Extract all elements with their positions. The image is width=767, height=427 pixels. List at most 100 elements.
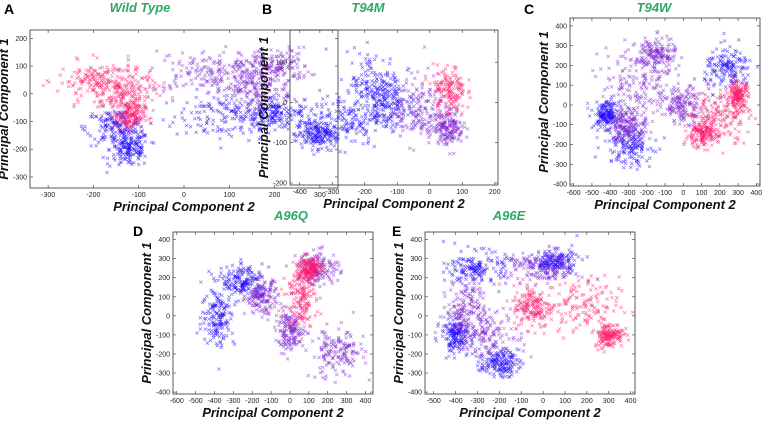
data-point: [733, 48, 738, 53]
data-point: [361, 141, 365, 146]
data-point: [459, 129, 464, 134]
data-point: [609, 85, 614, 89]
data-point: [441, 94, 446, 99]
data-point: [339, 77, 344, 82]
data-point: [674, 110, 679, 115]
data-point: [354, 100, 359, 105]
data-point: [115, 124, 120, 129]
data-point: [442, 86, 447, 91]
data-point: [96, 85, 101, 89]
x-tick-label: -300: [325, 189, 339, 196]
data-point: [660, 112, 665, 117]
data-point: [132, 87, 137, 92]
data-point: [145, 94, 150, 99]
data-point: [446, 91, 451, 95]
data-point: [593, 112, 598, 117]
data-point: [125, 90, 130, 95]
data-point: [254, 302, 259, 307]
data-point: [643, 44, 648, 49]
data-point: [431, 107, 435, 112]
data-point: [424, 122, 429, 127]
data-point: [194, 110, 199, 115]
data-point: [124, 84, 128, 89]
data-point: [207, 331, 212, 336]
data-point: [120, 140, 125, 144]
data-point: [260, 84, 265, 89]
data-point: [251, 117, 255, 122]
data-point: [111, 140, 115, 145]
data-point: [105, 70, 110, 74]
data-point: [454, 73, 458, 78]
data-point: [664, 47, 668, 52]
data-point: [703, 92, 707, 97]
data-point: [218, 326, 223, 330]
data-point: [345, 350, 349, 354]
data-point: [123, 68, 128, 73]
data-point: [666, 37, 671, 42]
data-point: [616, 92, 621, 97]
data-point: [103, 87, 107, 92]
data-point: [209, 76, 213, 81]
data-point: [238, 116, 243, 120]
data-point: [257, 309, 262, 314]
data-point: [642, 73, 647, 78]
data-point: [204, 79, 209, 84]
data-point: [708, 126, 712, 131]
data-point: [642, 110, 646, 115]
data-point: [99, 74, 104, 79]
data-point: [394, 122, 398, 126]
x-axis-title: Principal Component 2: [323, 196, 465, 211]
data-point: [200, 59, 204, 63]
data-point: [258, 127, 263, 132]
data-point: [364, 128, 369, 133]
data-point: [631, 74, 636, 79]
data-point: [114, 114, 119, 119]
data-point: [220, 66, 225, 71]
data-point: [251, 76, 256, 80]
data-point: [617, 113, 621, 118]
data-point: [672, 119, 676, 123]
data-point: [625, 141, 630, 145]
data-point: [231, 277, 236, 282]
data-point: [420, 81, 425, 85]
data-point: [221, 50, 226, 55]
data-point: [126, 121, 131, 125]
data-point: [695, 142, 699, 147]
data-point: [231, 269, 236, 273]
data-point: [372, 70, 377, 75]
data-point: [123, 157, 128, 162]
data-point: [332, 125, 337, 129]
data-point: [336, 115, 340, 119]
data-point: [732, 86, 736, 90]
data-point: [711, 69, 715, 73]
data-point: [400, 128, 405, 133]
data-point: [245, 76, 249, 81]
data-point: [590, 125, 594, 130]
data-point: [101, 132, 106, 137]
data-point: [227, 269, 232, 273]
x-tick-label: -100: [390, 189, 404, 196]
data-point: [120, 101, 124, 106]
data-point: [203, 316, 208, 321]
data-point: [437, 88, 442, 93]
data-point: [105, 161, 110, 166]
data-point: [117, 149, 122, 153]
data-point: [106, 148, 111, 152]
data-point: [343, 150, 347, 155]
data-point: [372, 97, 377, 101]
data-point: [715, 96, 719, 100]
data-point: [449, 101, 454, 106]
data-point: [334, 109, 339, 114]
data-point: [351, 76, 356, 80]
data-point: [685, 87, 690, 92]
data-point: [641, 120, 645, 125]
data-point: [274, 65, 278, 70]
data-point: [214, 341, 219, 346]
data-point: [61, 67, 65, 72]
data-point: [691, 118, 695, 123]
data-point: [126, 63, 130, 67]
data-point: [321, 115, 325, 119]
data-point: [430, 118, 435, 123]
data-point: [332, 144, 337, 148]
data-point: [139, 124, 143, 129]
